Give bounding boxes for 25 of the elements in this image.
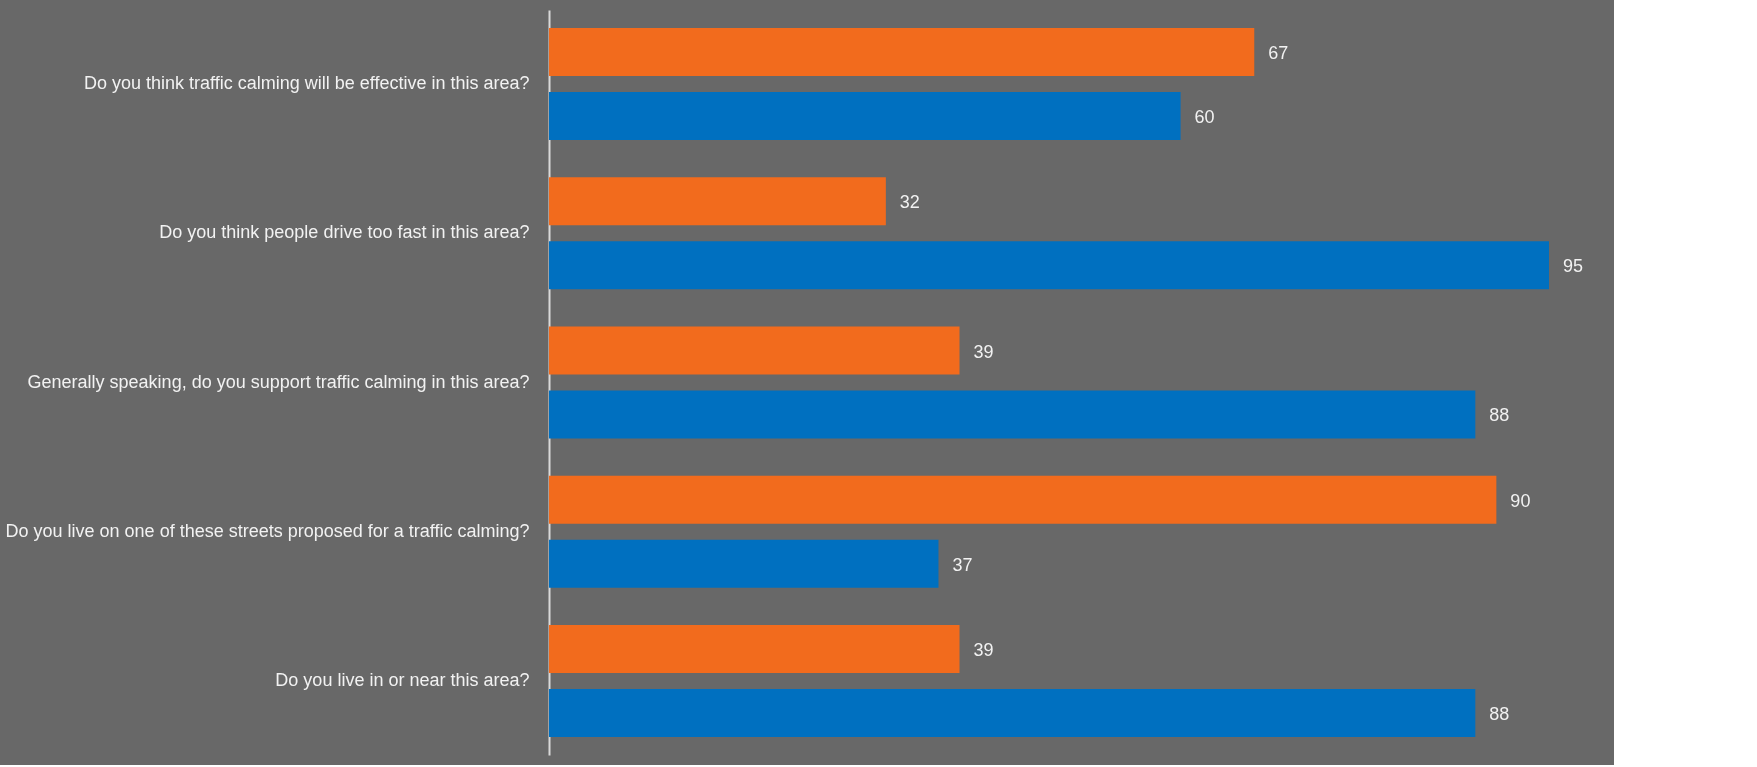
y-tick-label: Do you live on one of these streets proposed for a traffic calming? (5, 520, 530, 541)
bar (549, 390, 1476, 439)
bar (549, 91, 1181, 140)
data-label: 90 (1510, 490, 1531, 511)
y-tick-label: Do you live in or near this area? (275, 670, 530, 691)
y-tick-label: Generally speaking, do you support traffic calming in this area? (27, 371, 530, 392)
bar (549, 539, 939, 588)
data-label: 67 (1268, 42, 1289, 63)
bar (549, 241, 1549, 290)
y-tick-label: Do you think traffic calming will be effective in this area? (83, 72, 530, 93)
data-label: 60 (1194, 106, 1215, 127)
data-label: 32 (899, 192, 920, 213)
data-label: 88 (1489, 405, 1510, 426)
data-label: 95 (1563, 256, 1584, 277)
data-label: 37 (952, 554, 973, 575)
data-label: 39 (973, 640, 994, 661)
y-tick-label: Do you think people drive too fast in this area? (159, 222, 530, 243)
data-label: 39 (973, 341, 994, 362)
bar (549, 177, 886, 226)
data-label: 88 (1489, 704, 1510, 725)
bar (549, 689, 1476, 738)
bar (549, 27, 1255, 76)
bar (549, 625, 960, 674)
bar (549, 326, 960, 375)
bar (549, 475, 1497, 524)
